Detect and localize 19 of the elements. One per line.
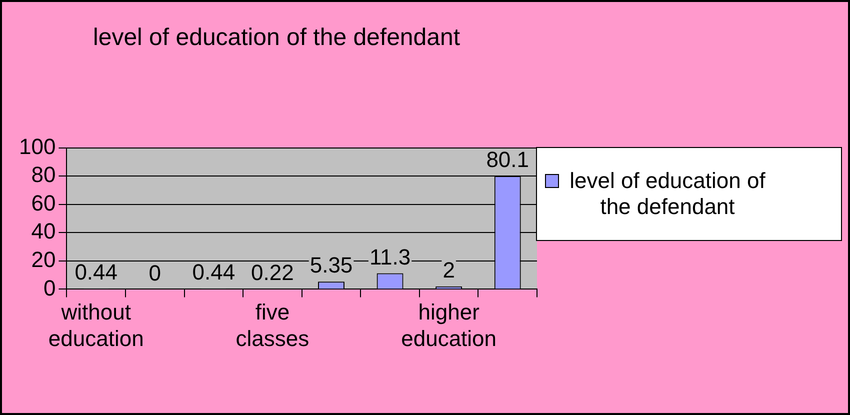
data-label: 11.3 (369, 244, 411, 270)
x-tick-label: higher education (401, 299, 497, 351)
chart-title: level of education of the defendant (93, 24, 460, 52)
y-tick-label: 60 (31, 190, 56, 216)
data-label: 2 (442, 257, 455, 282)
x-tick-label: without education (48, 299, 144, 351)
y-tick-label: 40 (31, 218, 56, 244)
data-label: 0 (148, 260, 162, 286)
y-tick-label: 100 (18, 134, 56, 159)
data-label: 80.1 (486, 147, 530, 172)
data-label: 5.35 (310, 252, 353, 278)
y-tick-label: 0 (43, 275, 56, 300)
data-label: 0.44 (74, 260, 118, 285)
y-tick-label: 20 (31, 246, 56, 272)
x-tick-label: five classes (236, 299, 310, 351)
data-label: 0.44 (192, 260, 236, 285)
legend-label: level of education of the defendant (568, 168, 766, 220)
y-tick-label: 80 (31, 162, 56, 188)
data-label: 0.22 (251, 260, 294, 285)
